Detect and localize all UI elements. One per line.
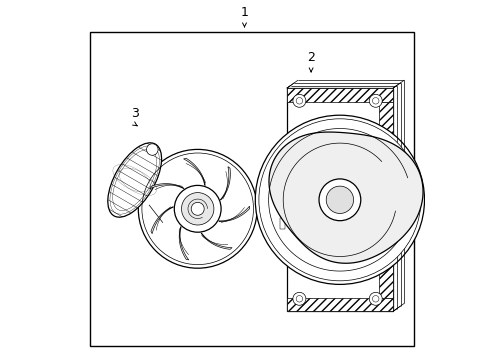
Circle shape: [368, 94, 382, 107]
Circle shape: [174, 185, 221, 232]
Bar: [278, 184, 286, 198]
Circle shape: [296, 296, 302, 302]
Circle shape: [191, 202, 204, 215]
Polygon shape: [151, 207, 173, 234]
Polygon shape: [149, 184, 183, 189]
Bar: [280, 160, 284, 171]
Circle shape: [372, 296, 378, 302]
Circle shape: [255, 115, 424, 284]
Circle shape: [146, 144, 158, 155]
Bar: [89, 32, 413, 346]
Polygon shape: [268, 132, 422, 263]
Bar: [286, 88, 392, 102]
Circle shape: [292, 292, 305, 305]
Bar: [280, 218, 284, 229]
Circle shape: [325, 186, 353, 213]
Circle shape: [258, 119, 420, 281]
Circle shape: [372, 98, 378, 104]
Polygon shape: [219, 206, 249, 221]
Bar: [278, 158, 286, 173]
Polygon shape: [220, 167, 230, 200]
Bar: [278, 216, 286, 230]
Polygon shape: [183, 158, 205, 185]
Bar: [379, 102, 392, 298]
Bar: [286, 88, 392, 311]
Bar: [280, 185, 284, 196]
Circle shape: [318, 179, 360, 221]
Circle shape: [181, 193, 213, 225]
Polygon shape: [201, 233, 232, 249]
Circle shape: [138, 149, 257, 268]
Bar: [286, 298, 392, 311]
Text: 2: 2: [306, 51, 314, 64]
Text: 3: 3: [130, 107, 139, 120]
Polygon shape: [179, 226, 188, 260]
Ellipse shape: [107, 143, 161, 217]
Circle shape: [368, 292, 382, 305]
Circle shape: [296, 98, 302, 104]
Text: 1: 1: [240, 6, 248, 19]
Circle shape: [292, 94, 305, 107]
